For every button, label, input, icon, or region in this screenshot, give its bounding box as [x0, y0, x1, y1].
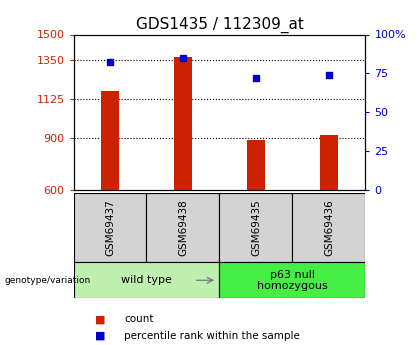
Text: GSM69435: GSM69435 — [251, 199, 261, 256]
Text: p63 null
homozygous: p63 null homozygous — [257, 269, 328, 291]
Text: GSM69436: GSM69436 — [324, 199, 334, 256]
Bar — [174, 57, 192, 190]
Text: count: count — [124, 314, 153, 324]
Text: percentile rank within the sample: percentile rank within the sample — [124, 331, 300, 341]
Bar — [74, 262, 220, 298]
Bar — [147, 193, 220, 262]
Bar — [101, 90, 119, 190]
Text: genotype/variation: genotype/variation — [4, 276, 90, 285]
Bar — [292, 193, 365, 262]
Text: wild type: wild type — [121, 275, 172, 285]
Bar — [220, 262, 365, 298]
Bar — [247, 140, 265, 190]
Bar — [74, 193, 147, 262]
Text: GSM69437: GSM69437 — [105, 199, 115, 256]
Title: GDS1435 / 112309_at: GDS1435 / 112309_at — [136, 17, 303, 33]
Bar — [220, 193, 292, 262]
Text: ■: ■ — [94, 331, 105, 341]
Bar — [320, 135, 338, 190]
Text: GSM69438: GSM69438 — [178, 199, 188, 256]
Text: ■: ■ — [94, 314, 105, 324]
